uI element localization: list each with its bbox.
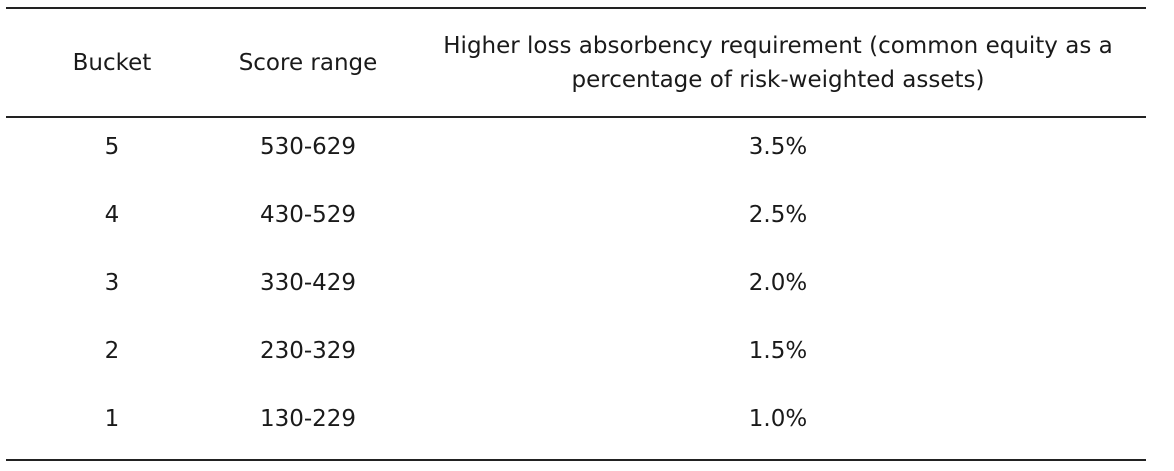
bucket-table: Bucket Score range Higher loss absorbenc… xyxy=(6,7,1146,463)
header-requirement: Higher loss absorbency requirement (comm… xyxy=(416,9,1140,116)
cell-requirement: 3.5% xyxy=(748,134,808,160)
cell-score-range: 530-629 xyxy=(259,134,357,160)
table-row: 5 530-629 3.5% xyxy=(6,118,1146,186)
table-header: Bucket Score range Higher loss absorbenc… xyxy=(6,9,1146,116)
cell-requirement: 1.5% xyxy=(748,338,808,364)
cell-bucket: 2 xyxy=(104,338,120,364)
cell-requirement: 2.5% xyxy=(748,202,808,228)
table-row: 1 130-229 1.0% xyxy=(6,390,1146,458)
table-header-rule xyxy=(6,116,1146,118)
table-top-rule xyxy=(6,7,1146,9)
header-score-range: Score range xyxy=(238,49,378,76)
cell-bucket: 4 xyxy=(104,202,120,228)
cell-score-range: 430-529 xyxy=(259,202,357,228)
cell-requirement: 1.0% xyxy=(748,406,808,432)
table-body: 5 530-629 3.5% 4 430-529 2.5% 3 330-429 … xyxy=(6,118,1146,458)
cell-score-range: 330-429 xyxy=(259,270,357,296)
table-row: 2 230-329 1.5% xyxy=(6,322,1146,390)
header-requirement-line2: percentage of risk-weighted assets) xyxy=(571,66,985,93)
table-row: 4 430-529 2.5% xyxy=(6,186,1146,254)
cell-bucket: 1 xyxy=(104,406,120,432)
cell-bucket: 3 xyxy=(104,270,120,296)
cell-bucket: 5 xyxy=(104,134,120,160)
table-bottom-rule xyxy=(6,459,1146,461)
cell-requirement: 2.0% xyxy=(748,270,808,296)
header-bucket: Bucket xyxy=(72,49,152,76)
table-row: 3 330-429 2.0% xyxy=(6,254,1146,322)
header-requirement-line1: Higher loss absorbency requirement (comm… xyxy=(443,32,1113,59)
cell-score-range: 230-329 xyxy=(259,338,357,364)
cell-score-range: 130-229 xyxy=(259,406,357,432)
